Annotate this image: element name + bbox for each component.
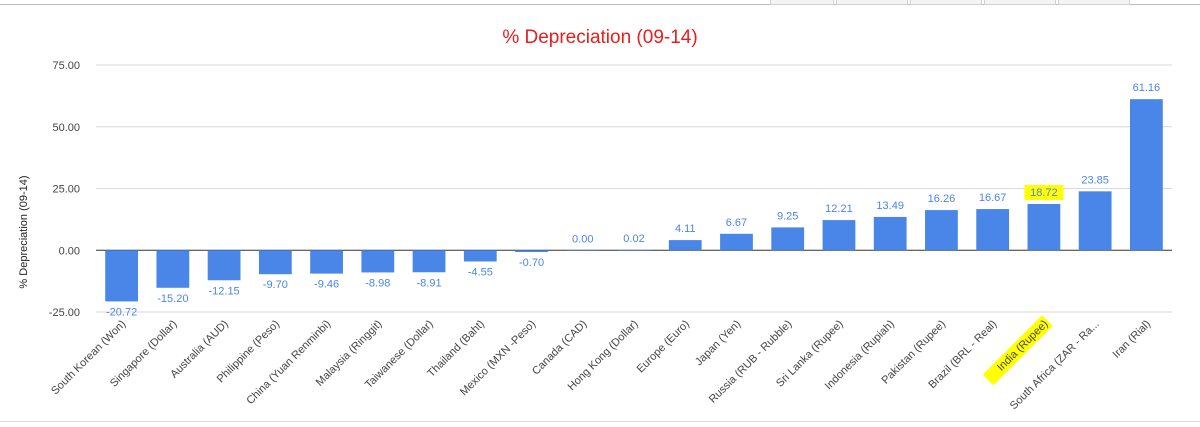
bar: [156, 250, 190, 288]
toolbar-tab-stub: [836, 0, 908, 5]
bar: [412, 250, 446, 273]
y-tick-label: -25.00: [49, 307, 80, 319]
bar: [822, 220, 856, 251]
value-label: 16.67: [979, 192, 1007, 204]
category-label: China (Yuan Renminbi): [244, 318, 333, 407]
value-label: -9.46: [314, 279, 339, 291]
value-label: -20.72: [106, 306, 137, 318]
value-label: -8.91: [417, 277, 442, 289]
bar: [1078, 191, 1112, 251]
value-label: 61.16: [1133, 82, 1161, 94]
bar: [310, 250, 343, 274]
bar: [463, 250, 497, 262]
category-label: Russia (RUB - Rubble): [707, 318, 795, 406]
toolbar-tab-stub: [770, 0, 834, 5]
bar: [1129, 99, 1163, 251]
category-label-group: South Africa (ZAR - Ra...: [1008, 318, 1102, 412]
y-tick-label: 0.00: [59, 245, 80, 257]
category-label: India (Rupee): [995, 318, 1051, 374]
value-highlight: [1024, 185, 1064, 201]
value-label: 16.26: [928, 193, 956, 205]
category-highlight: [982, 315, 1053, 386]
value-label: 0.00: [572, 233, 593, 245]
value-label: 6.67: [726, 217, 747, 229]
bar: [617, 250, 651, 251]
category-label-group: Russia (RUB - Rubble): [707, 318, 795, 406]
value-label: 9.25: [777, 210, 798, 222]
value-label: 0.02: [623, 233, 644, 245]
value-label: 4.11: [675, 223, 696, 235]
value-label: -0.70: [519, 257, 544, 269]
bar: [361, 250, 395, 273]
bar: [258, 250, 292, 275]
value-label: 18.72: [1030, 187, 1058, 199]
value-label: 13.49: [876, 200, 904, 212]
toolbar-tab-stub: [910, 0, 982, 5]
y-tick-label: 50.00: [52, 122, 80, 134]
toolbar-top-border: [0, 4, 1200, 5]
value-label: -12.15: [208, 285, 239, 297]
bottom-border: [0, 421, 1200, 422]
category-labels: South Korean (Won)Singapore (Dollar)Aust…: [49, 315, 1153, 412]
bar: [668, 240, 702, 251]
y-axis-title: % Depreciation (09-14): [18, 175, 30, 288]
value-label: 12.21: [825, 203, 853, 215]
value-label: -4.55: [468, 266, 493, 278]
y-tick-label: 25.00: [52, 184, 80, 196]
category-label-group: China (Yuan Renminbi): [244, 318, 333, 407]
category-label: South Africa (ZAR - Ra...: [1008, 318, 1102, 412]
bar: [515, 250, 548, 252]
category-label: Europe (Euro): [635, 318, 692, 375]
bar: [720, 233, 753, 251]
bar: [976, 209, 1010, 251]
bars: [105, 99, 1163, 302]
bar: [873, 216, 907, 251]
category-label: Iran (Rial): [1110, 318, 1153, 361]
gridlines: [96, 64, 1172, 313]
value-label: -9.70: [263, 279, 288, 291]
bar: [771, 227, 805, 251]
value-label: -15.20: [157, 293, 188, 305]
toolbar-tab-stub: [1058, 0, 1130, 5]
y-tick-label: 75.00: [52, 60, 80, 72]
bar: [105, 250, 139, 302]
value-label: 23.85: [1081, 174, 1109, 186]
chart-title: % Depreciation (09-14): [502, 27, 697, 48]
value-labels: -20.72 -15.20 -12.15 -9.70 -9.46 -8.98 -8.91 -4…: [106, 82, 1160, 318]
category-label-group: Europe (Euro): [635, 318, 692, 375]
toolbar-tab-stub: [984, 0, 1056, 5]
category-label: Japan (Yen): [693, 318, 743, 368]
bar: [207, 250, 241, 281]
bar: [925, 210, 958, 251]
bar: [1027, 204, 1061, 251]
value-label: -8.98: [365, 277, 390, 289]
bar: [566, 250, 600, 251]
y-axis-ticks: 75.00 50.00 25.00 0.00 -25.00: [49, 60, 80, 319]
category-label-group: Japan (Yen): [693, 318, 743, 368]
category-label-group: Iran (Rial): [1110, 318, 1153, 361]
